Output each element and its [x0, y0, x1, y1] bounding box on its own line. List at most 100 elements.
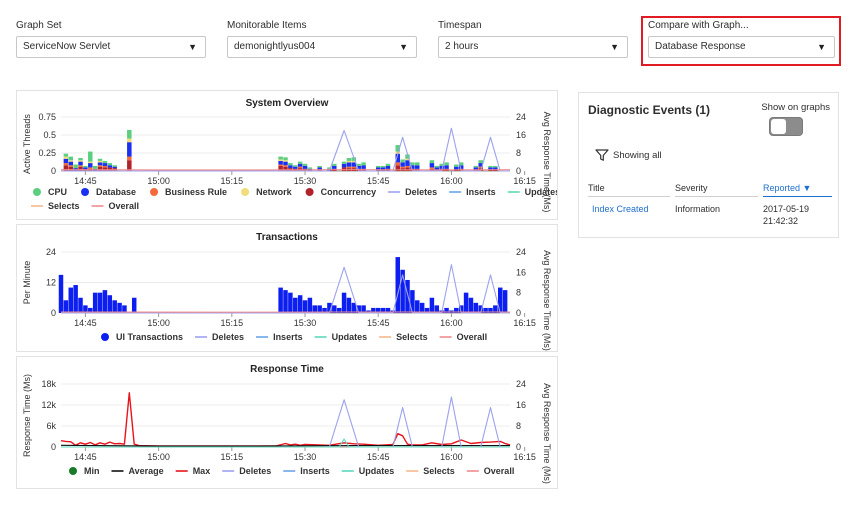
legend-item-label: Selects [423, 466, 455, 476]
bar-cpu [83, 165, 88, 168]
y-tick-label-left: 0.25 [38, 148, 56, 158]
bar-business-rule [278, 164, 283, 166]
bar-cpu [405, 154, 410, 159]
x-tick-label: 15:15 [221, 318, 244, 328]
caret-down-icon: ▼ [610, 42, 619, 52]
graph-set-select[interactable]: ServiceNow Servlet ▼ [16, 36, 206, 58]
bar-cpu [356, 163, 361, 166]
bar-ui-transactions [283, 290, 288, 313]
bar-cpu [385, 163, 391, 166]
x-tick-label: 16:00 [440, 176, 463, 186]
y-tick-label-left: 0 [51, 166, 56, 176]
y-tick-label-left: 0 [51, 308, 56, 318]
bar-ui-transactions [419, 302, 425, 313]
bar-database [112, 166, 117, 169]
column-reported-header[interactable]: Reported ▼ [763, 183, 811, 193]
bar-concurrency [127, 160, 132, 171]
legend-item-label: Inserts [273, 332, 303, 342]
legend-item-label: Min [84, 466, 100, 476]
bar-ui-transactions [332, 305, 337, 313]
event-title-link[interactable]: Index Created [592, 204, 649, 214]
bar-database [288, 165, 293, 169]
x-tick-label: 15:15 [221, 452, 244, 462]
bar-ui-transactions [112, 300, 117, 313]
bar-concurrency [97, 166, 103, 171]
bar-cpu [429, 160, 435, 164]
bar-ui-transactions [288, 292, 293, 313]
toggle-knob [771, 119, 786, 134]
show-on-graphs-toggle[interactable] [769, 117, 803, 136]
compare-graph-value: Database Response [655, 41, 746, 52]
y-tick-label-right: 0 [516, 308, 521, 318]
bar-business-rule [283, 165, 288, 167]
bar-cpu [307, 167, 313, 169]
bar-cpu [283, 157, 288, 161]
bar-business-rule [351, 166, 357, 169]
diagnostic-events-panel: Diagnostic Events (1) Show on graphs Sho… [578, 92, 839, 238]
bar-ui-transactions [371, 307, 376, 313]
bar-database [405, 160, 410, 166]
y-tick-label-right: 16 [516, 267, 526, 277]
event-severity: Information [675, 204, 721, 214]
showing-all-filter[interactable]: Showing all [595, 148, 662, 162]
timespan-value: 2 hours [445, 41, 479, 52]
y-axis-label-left: Response Time (Ms) [22, 374, 32, 457]
bar-network [127, 138, 132, 143]
bar-ui-transactions [297, 295, 303, 313]
column-title-header[interactable]: Title [588, 183, 605, 193]
legend-item-label: Deletes [239, 466, 271, 476]
bar-ui-transactions [122, 305, 127, 313]
bar-database [410, 165, 415, 169]
bar-network [351, 160, 357, 163]
column-severity-header[interactable]: Severity [675, 183, 708, 193]
bar-database [283, 161, 288, 166]
bar-cpu [434, 165, 440, 168]
x-tick-label: 14:45 [74, 176, 97, 186]
timespan-select[interactable]: 2 hours ▼ [438, 36, 628, 58]
bar-cpu [68, 156, 74, 161]
bar-cpu [112, 165, 117, 167]
monitorable-items-select[interactable]: demonightlyus004 ▼ [227, 36, 417, 58]
bar-cpu [415, 162, 420, 166]
event-reported-time: 21:42:32 [763, 216, 799, 226]
compare-graph-select[interactable]: Database Response ▼ [648, 36, 835, 58]
response-time-panel: Response Time Response Time (Ms) Avg Respo… [16, 356, 558, 489]
bar-cpu [439, 163, 444, 166]
bar-ui-transactions [424, 307, 430, 313]
bar-ui-transactions [327, 302, 332, 313]
bar-cpu [473, 165, 479, 168]
bar-ui-transactions [429, 297, 435, 313]
event-reported: 2017-05-19 21:42:32 [763, 203, 809, 227]
bar-ui-transactions [278, 287, 283, 313]
bar-ui-transactions [454, 307, 459, 313]
bar-cpu [92, 165, 98, 169]
bar-ui-transactions [131, 297, 137, 313]
bar-database [434, 167, 440, 170]
bar-business-rule [63, 163, 69, 166]
bar-business-rule [88, 167, 93, 169]
bar-database [78, 161, 83, 166]
bar-database [361, 165, 366, 169]
bar-cpu [102, 160, 108, 164]
bar-ui-transactions [497, 287, 503, 313]
monitorable-items-label: Monitorable Items [227, 20, 307, 31]
bar-business-rule [405, 165, 410, 168]
monitorable-items-value: demonightlyus004 [234, 41, 316, 52]
bar-database [83, 167, 88, 170]
bar-database [356, 165, 361, 169]
transactions-chart: Transactions Per Minute Avg Response Time … [22, 232, 552, 351]
bar-cpu [88, 151, 93, 162]
system-overview-panel: System Overview Active Threads Avg Respons… [16, 90, 558, 220]
y-tick-label-left: 6k [46, 421, 56, 431]
bar-ui-transactions [63, 300, 69, 313]
bar-ui-transactions [83, 305, 88, 313]
bar-ui-transactions [434, 305, 440, 313]
bar-database [278, 160, 283, 165]
legend-item-label: Concurrency [321, 187, 377, 197]
legend-item-label: Inserts [466, 187, 496, 197]
bar-ui-transactions [107, 295, 113, 313]
bar-cpu [493, 165, 498, 168]
bar-business-rule [127, 156, 132, 161]
chart-title: Response Time [250, 364, 324, 375]
transactions-panel: Transactions Per Minute Avg Response Time … [16, 224, 558, 352]
